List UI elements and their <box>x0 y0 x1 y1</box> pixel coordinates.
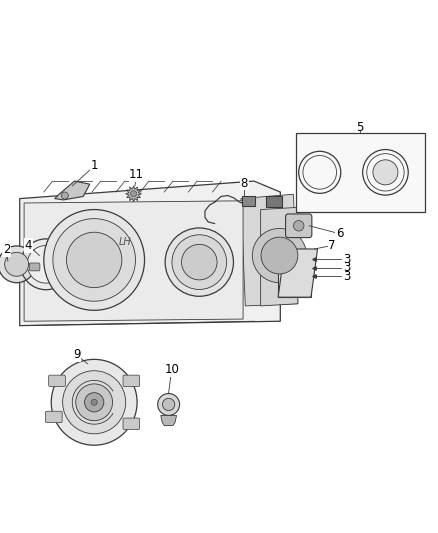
Text: 1: 1 <box>91 159 99 172</box>
Text: 3: 3 <box>343 253 351 266</box>
Polygon shape <box>161 415 177 425</box>
Circle shape <box>172 235 226 289</box>
Polygon shape <box>20 181 280 326</box>
Bar <box>266 197 282 207</box>
Circle shape <box>53 219 135 301</box>
FancyBboxPatch shape <box>286 214 312 238</box>
Polygon shape <box>241 194 298 306</box>
Circle shape <box>5 252 28 276</box>
Polygon shape <box>126 186 141 201</box>
Polygon shape <box>55 181 90 200</box>
Circle shape <box>131 191 137 197</box>
Circle shape <box>261 237 298 274</box>
Text: 2: 2 <box>3 244 11 256</box>
Circle shape <box>51 359 137 445</box>
FancyBboxPatch shape <box>123 418 140 430</box>
Text: 7: 7 <box>328 239 336 252</box>
FancyBboxPatch shape <box>123 375 140 386</box>
Circle shape <box>158 393 180 415</box>
Polygon shape <box>278 249 318 297</box>
FancyBboxPatch shape <box>49 375 65 386</box>
Text: LH: LH <box>118 237 131 247</box>
Circle shape <box>252 229 307 282</box>
FancyBboxPatch shape <box>46 411 62 423</box>
Circle shape <box>91 399 97 405</box>
Bar <box>242 197 255 206</box>
Text: 3: 3 <box>343 261 351 274</box>
Circle shape <box>44 209 145 310</box>
Polygon shape <box>261 207 298 306</box>
Text: 10: 10 <box>164 363 179 376</box>
Circle shape <box>293 221 304 231</box>
Circle shape <box>165 228 233 296</box>
Bar <box>278 249 311 297</box>
Text: 5: 5 <box>357 120 364 134</box>
Circle shape <box>27 246 65 283</box>
Circle shape <box>67 232 122 288</box>
Text: 8: 8 <box>241 177 248 190</box>
Circle shape <box>85 393 104 412</box>
Text: 4: 4 <box>25 239 32 252</box>
Bar <box>296 133 425 212</box>
Circle shape <box>63 371 126 434</box>
Text: 11: 11 <box>129 168 144 181</box>
Circle shape <box>76 384 113 421</box>
Circle shape <box>0 246 35 282</box>
Circle shape <box>373 160 398 185</box>
FancyBboxPatch shape <box>29 263 40 271</box>
Circle shape <box>181 244 217 280</box>
Text: 6: 6 <box>336 227 343 240</box>
Text: 9: 9 <box>73 349 81 361</box>
Polygon shape <box>24 201 243 321</box>
Circle shape <box>61 192 68 199</box>
Text: 3: 3 <box>343 270 351 282</box>
Circle shape <box>162 398 175 410</box>
